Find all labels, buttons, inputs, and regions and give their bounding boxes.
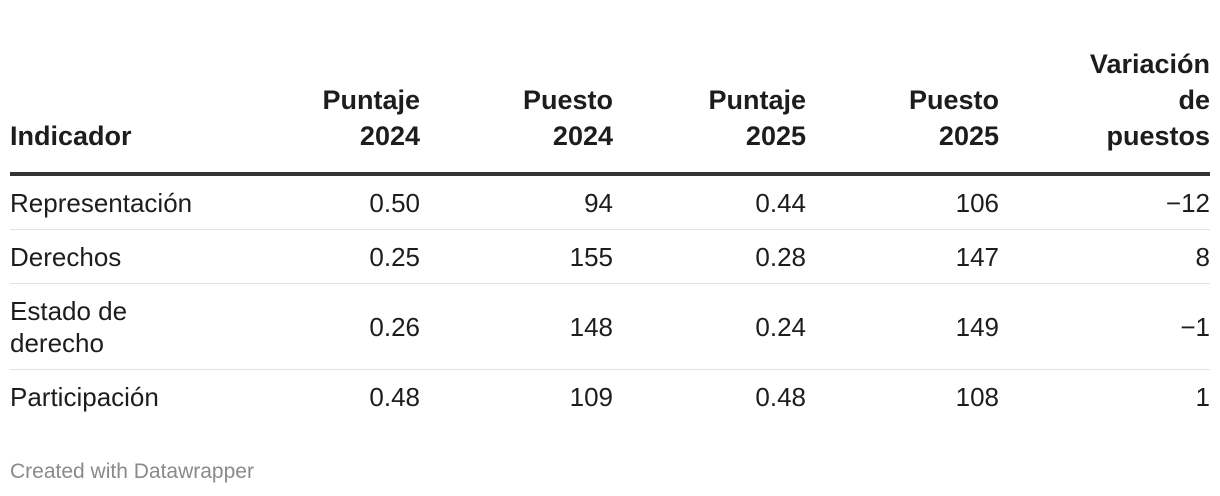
datawrapper-credit[interactable]: Created with Datawrapper <box>10 460 254 483</box>
header-puesto-2024: Puesto 2024 <box>420 46 613 176</box>
cell-indicador: Estado de derecho <box>10 283 228 370</box>
cell-variacion: −12 <box>999 174 1210 230</box>
header-puesto-2025: Puesto 2025 <box>806 46 999 176</box>
header-indicador-line-1: Indicador <box>10 121 132 151</box>
header-puntaje-2025-line-1: Puntaje <box>708 85 806 115</box>
cell-indicador: Derechos <box>10 229 228 284</box>
cell-puntaje-2024: 0.25 <box>228 229 420 284</box>
header-row: Indicador Puntaje 2024 Puesto 2024 Punta… <box>10 46 1210 176</box>
cell-indicador-line: Derechos <box>10 241 122 272</box>
header-puesto-2025-line-2: 2025 <box>938 121 999 151</box>
cell-puesto-2024: 148 <box>420 283 613 370</box>
header-puntaje-2025-line-2: 2025 <box>745 121 806 151</box>
table-row: Derechos 0.25 155 0.28 147 8 <box>10 229 1210 284</box>
cell-indicador-line: derecho <box>10 327 104 358</box>
cell-variacion: 8 <box>999 229 1210 284</box>
header-puntaje-2024-line-2: 2024 <box>359 121 420 151</box>
header-variacion-line-1: Variación <box>1089 49 1210 79</box>
header-variacion-line-2: de <box>1178 85 1210 115</box>
cell-indicador-line: Representación <box>10 187 193 218</box>
header-puesto-2024-line-2: 2024 <box>552 121 613 151</box>
table-row: Estado de derecho 0.26 148 0.24 149 −1 <box>10 283 1210 370</box>
cell-puesto-2024: 109 <box>569 381 613 412</box>
header-puntaje-2024-line-1: Puntaje <box>322 85 420 115</box>
cell-puesto-2025: 106 <box>806 174 999 230</box>
header-variacion-line-3: puestos <box>1106 121 1210 151</box>
table-header: Indicador Puntaje 2024 Puesto 2024 Punta… <box>10 46 1210 176</box>
header-indicador: Indicador <box>10 46 228 176</box>
cell-indicador-line: Participación <box>10 381 159 412</box>
cell-puntaje-2025: 0.24 <box>613 283 806 370</box>
header-puesto-2025-line-1: Puesto <box>908 85 999 115</box>
cell-indicador: Participación <box>10 370 228 424</box>
header-puntaje-2024: Puntaje 2024 <box>228 46 420 176</box>
cell-puesto-2025: 147 <box>806 229 999 284</box>
cell-variacion: −1 <box>999 283 1210 370</box>
cell-puntaje-2025: 0.28 <box>613 229 806 284</box>
cell-puntaje-2024: 0.50 <box>228 174 420 230</box>
table-row: Representación 0.50 94 0.44 106 −12 <box>10 174 1210 230</box>
cell-indicador: Representación <box>10 174 228 230</box>
table-body: Representación 0.50 94 0.44 106 −12 Dere… <box>10 174 1210 423</box>
cell-puesto-2024: 94 <box>420 174 613 230</box>
cell-puesto-2025: 108 <box>955 381 999 412</box>
data-table: Indicador Puntaje 2024 Puesto 2024 Punta… <box>10 46 1210 423</box>
cell-indicador-line: Estado de <box>10 295 128 326</box>
cell-variacion: 1 <box>1195 381 1210 412</box>
header-puesto-2024-line-1: Puesto <box>522 85 613 115</box>
cell-puntaje-2025: 0.44 <box>613 174 806 230</box>
table-row: Participación 0.48 109 0.48 108 1 <box>10 370 1210 424</box>
cell-puntaje-2024: 0.26 <box>228 283 420 370</box>
cell-puntaje-2024: 0.48 <box>369 381 420 412</box>
header-puntaje-2025: Puntaje 2025 <box>613 46 806 176</box>
cell-puesto-2024: 155 <box>420 229 613 284</box>
cell-puesto-2025: 149 <box>806 283 999 370</box>
cell-puntaje-2025: 0.48 <box>755 381 806 412</box>
header-variacion: Variación de puestos <box>999 46 1210 176</box>
